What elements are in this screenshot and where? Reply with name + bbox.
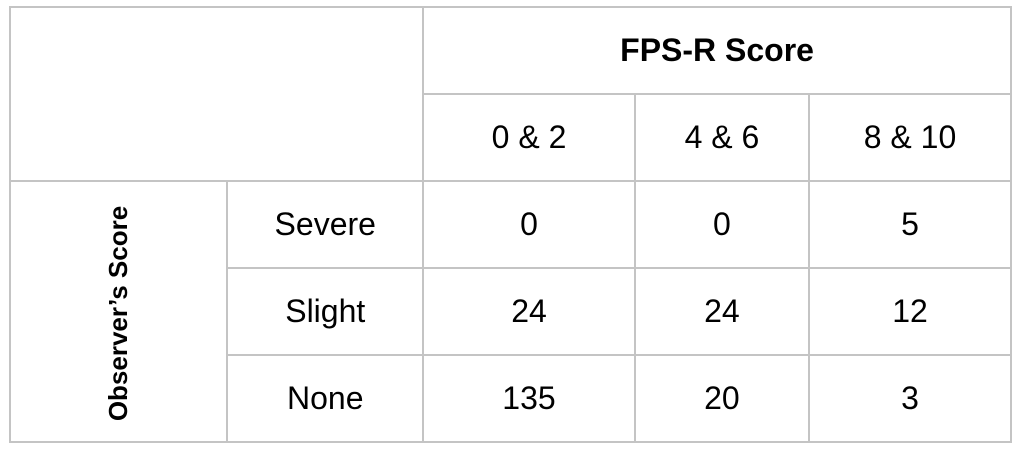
table-cell: 0 (633, 180, 810, 269)
fps-r-crosstab-table: FPS-R Score 0 & 2 4 & 6 8 & 10 Observer’… (8, 6, 1012, 443)
table-cell: 20 (633, 354, 810, 443)
row-label: Slight (226, 267, 425, 356)
row-label: Severe (226, 180, 425, 269)
column-header: 8 & 10 (807, 93, 1012, 182)
column-group-title: FPS-R Score (422, 6, 1012, 95)
table-cell: 5 (807, 180, 1012, 269)
table-cell: 135 (422, 354, 636, 443)
column-header: 4 & 6 (633, 93, 810, 182)
table-cell: 12 (807, 267, 1012, 356)
table-row: None 135 20 3 (10, 354, 1012, 443)
table-cell: 24 (633, 267, 810, 356)
table-cell: 3 (807, 354, 1012, 443)
table-cell: 0 (422, 180, 636, 269)
row-group-title: Observer’s Score (103, 205, 134, 422)
table-cell: 24 (422, 267, 636, 356)
row-label: None (226, 354, 425, 443)
header-row-group: FPS-R Score (8, 6, 1012, 182)
table-row: Slight 24 24 12 (10, 267, 1012, 356)
corner-cell (8, 6, 425, 182)
table-row: Observer’s Score Severe 0 0 5 (8, 180, 1012, 443)
row-group-title-cell: Observer’s Score (8, 180, 229, 443)
header-row-columns: 0 & 2 4 & 6 8 & 10 (10, 93, 1012, 182)
column-header: 0 & 2 (422, 93, 636, 182)
